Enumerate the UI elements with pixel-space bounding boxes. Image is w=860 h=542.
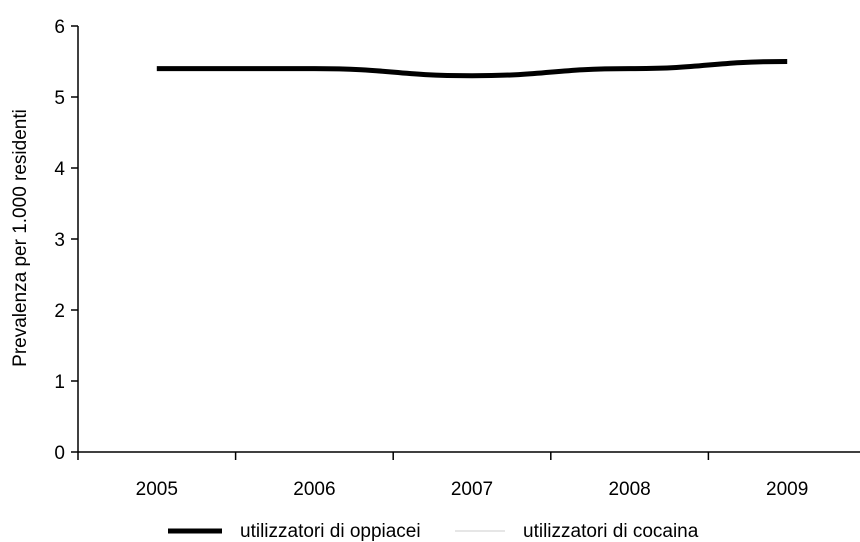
x-axis: 2005 2006 2007 2008 2009 — [77, 451, 860, 500]
x-tick-label: 2005 — [136, 479, 178, 500]
y-axis: 0 1 2 3 4 5 6 — [54, 17, 79, 464]
y-tick-label: 6 — [54, 17, 65, 38]
legend-label-oppiacei: utilizzatori di oppiacei — [240, 521, 421, 542]
legend-label-cocaina: utilizzatori di cocaina — [523, 521, 699, 542]
x-ticks: 2005 2006 2007 2008 2009 — [77, 452, 808, 500]
y-tick-label: 5 — [54, 88, 65, 109]
x-tick-label: 2006 — [293, 479, 335, 500]
x-tick-label: 2009 — [766, 479, 808, 500]
x-tick-label: 2008 — [608, 479, 650, 500]
legend: utilizzatori di oppiacei utilizzatori di… — [168, 521, 699, 542]
y-tick-label: 3 — [54, 230, 65, 251]
y-axis-title: Prevalenza per 1.000 residenti — [10, 109, 31, 367]
series-layer — [156, 59, 788, 79]
y-tick-label: 2 — [54, 301, 65, 322]
y-tick-label: 1 — [54, 372, 65, 393]
y-tick-label: 0 — [54, 443, 65, 464]
y-tick-label: 4 — [54, 159, 65, 180]
x-tick-label: 2007 — [451, 479, 493, 500]
y-ticks: 0 1 2 3 4 5 6 — [54, 17, 78, 464]
series-line-0 — [156, 59, 788, 79]
